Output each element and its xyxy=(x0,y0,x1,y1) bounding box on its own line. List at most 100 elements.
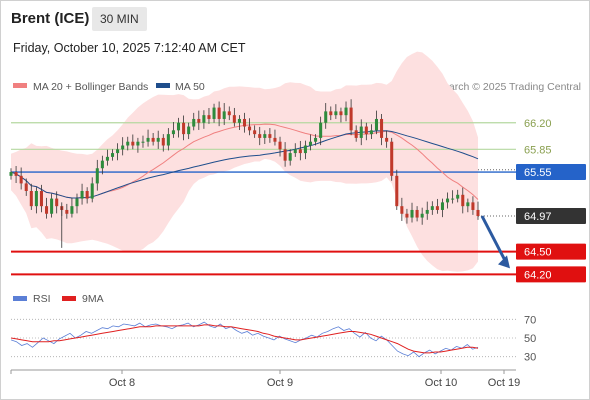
candle xyxy=(14,165,18,184)
candle xyxy=(95,159,99,191)
rsi-series-0 xyxy=(10,321,479,358)
ma50-legend-label: MA 50 xyxy=(175,81,205,93)
candle xyxy=(461,187,465,214)
time-label-3: Oct 19 xyxy=(488,377,520,389)
level-label-box-2 xyxy=(516,164,586,181)
candle xyxy=(121,137,125,156)
candle xyxy=(395,169,399,210)
candle xyxy=(293,143,297,157)
candle xyxy=(253,125,257,138)
candle xyxy=(187,122,191,140)
candle xyxy=(9,168,13,180)
rsi-legend-label: RSI xyxy=(33,293,51,305)
candle xyxy=(131,134,135,150)
candle xyxy=(410,202,414,223)
candle xyxy=(476,201,480,220)
candle xyxy=(314,134,318,146)
candle xyxy=(440,198,444,218)
level-label-box-5 xyxy=(516,266,586,283)
rsi-legend-swatch xyxy=(13,296,27,301)
candle xyxy=(451,190,455,204)
candle xyxy=(324,103,328,129)
candle xyxy=(374,110,379,135)
candle xyxy=(471,196,475,215)
candle xyxy=(110,149,115,161)
price-legend: MA 20 + Bollinger Bands MA 50 Research ©… xyxy=(13,81,581,93)
time-label-0: Oct 8 xyxy=(109,377,135,389)
rsi-panel: 70 50 30 xyxy=(10,314,536,364)
level-label-0: 66.20 xyxy=(524,118,552,130)
candle xyxy=(268,128,272,143)
candle xyxy=(390,137,394,181)
level-label-3: 64.97 xyxy=(524,211,552,223)
level-label-box-3 xyxy=(516,208,586,225)
credit-text: Research © 2025 Trading Central xyxy=(424,81,581,93)
candle xyxy=(425,201,429,220)
candle xyxy=(339,107,343,123)
rsi-legend: RSI 9MA xyxy=(13,293,104,305)
candle xyxy=(456,189,460,203)
candle xyxy=(136,137,140,153)
candle xyxy=(166,128,170,151)
candle xyxy=(258,126,262,146)
candle xyxy=(197,110,201,130)
candle xyxy=(34,187,38,214)
candle xyxy=(207,107,211,124)
candle xyxy=(349,99,353,136)
candle xyxy=(369,124,373,140)
interval-button[interactable]: 30 MIN xyxy=(92,7,147,31)
candle xyxy=(466,198,470,213)
bollinger-bands xyxy=(11,51,478,272)
candle xyxy=(90,177,94,203)
candle xyxy=(182,115,186,141)
level-label-1: 65.85 xyxy=(524,144,552,156)
ma9-legend-label: 9MA xyxy=(82,293,104,305)
candle xyxy=(278,136,282,157)
candle xyxy=(400,197,404,221)
rsi-tick-label-0: 70 xyxy=(524,314,536,326)
candle xyxy=(222,103,226,126)
candle xyxy=(65,203,69,219)
candle xyxy=(283,142,287,167)
candle xyxy=(212,103,216,123)
candle xyxy=(80,183,84,205)
candle xyxy=(334,104,338,119)
forecast-arrow xyxy=(480,215,510,269)
candle xyxy=(380,114,384,146)
rsi-tick-label-2: 30 xyxy=(524,352,536,364)
candle xyxy=(100,155,104,175)
candle xyxy=(156,130,160,149)
ma20-legend-swatch xyxy=(13,83,27,88)
candle xyxy=(126,136,130,151)
candle xyxy=(288,149,292,166)
rsi-tick-label-1: 50 xyxy=(524,333,536,345)
candle xyxy=(75,193,79,214)
candle xyxy=(359,119,363,146)
candle xyxy=(161,134,165,152)
candle xyxy=(105,149,109,166)
candle xyxy=(29,183,33,210)
candle xyxy=(85,187,89,204)
candle xyxy=(303,140,307,160)
forecast-arrow-head xyxy=(498,255,510,269)
candle xyxy=(19,167,23,190)
candle xyxy=(420,207,424,225)
candle xyxy=(319,116,323,146)
candle xyxy=(273,129,277,146)
candle xyxy=(263,130,267,144)
candle xyxy=(227,106,231,121)
candle xyxy=(141,135,145,148)
candle xyxy=(354,125,358,142)
candle xyxy=(415,206,419,222)
timestamp: Friday, October 10, 2025 7:12:40 AM CET xyxy=(13,41,246,55)
forecast-arrow-shaft xyxy=(480,215,508,264)
candle xyxy=(232,107,236,127)
candle xyxy=(202,110,206,129)
time-axis: Oct 8 Oct 9 Oct 10 Oct 19 xyxy=(10,370,520,389)
rsi-series-1 xyxy=(10,324,479,354)
candle xyxy=(171,121,175,138)
time-label-1: Oct 9 xyxy=(267,377,293,389)
ma50-line xyxy=(10,130,479,199)
bollinger-band-area xyxy=(11,51,478,272)
candle xyxy=(308,134,313,151)
